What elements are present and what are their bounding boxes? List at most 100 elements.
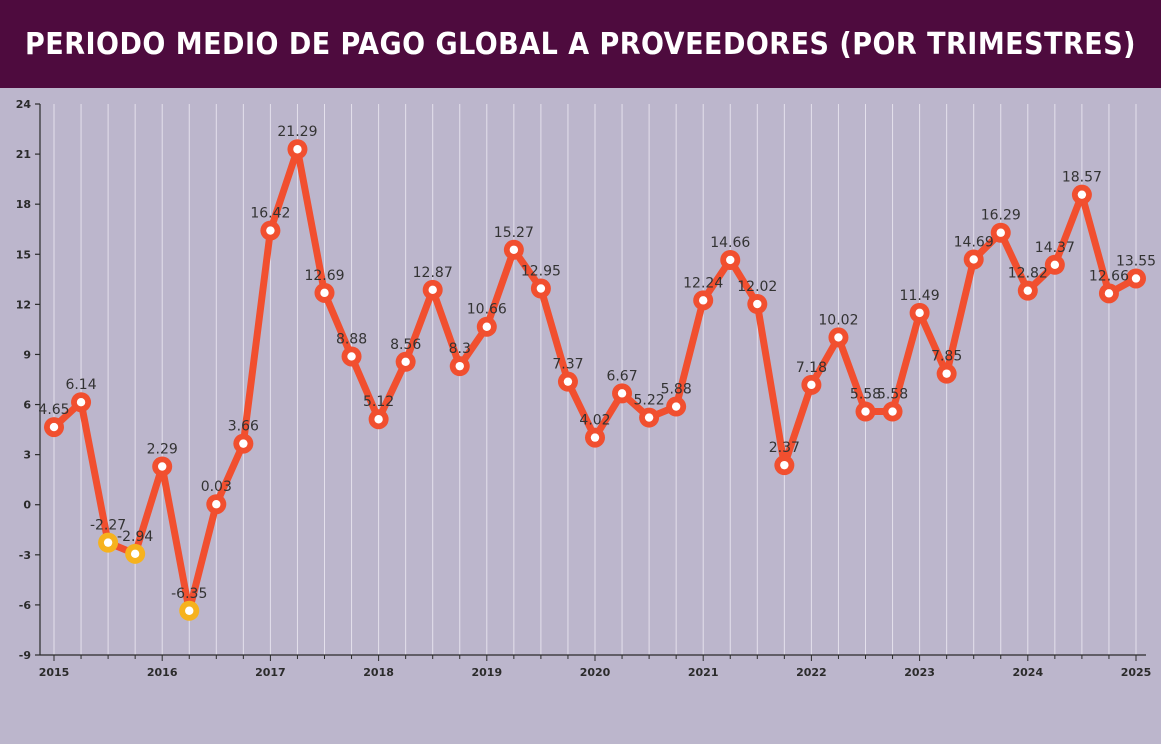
data-point-center bbox=[671, 402, 681, 411]
data-label: 7.18 bbox=[796, 360, 827, 376]
data-point-center bbox=[699, 296, 708, 305]
data-point-center bbox=[239, 439, 248, 448]
data-point-center bbox=[320, 288, 329, 298]
data-label: 7.85 bbox=[931, 349, 962, 365]
data-point-center bbox=[455, 361, 464, 371]
data-label: 5.12 bbox=[363, 394, 394, 410]
data-label: -2.27 bbox=[90, 518, 126, 534]
x-tick-label: 2022 bbox=[796, 666, 827, 679]
data-label: 12.02 bbox=[737, 279, 777, 295]
y-tick-label: 9 bbox=[23, 348, 31, 361]
y-tick-label: 15 bbox=[16, 248, 31, 261]
data-point-center bbox=[536, 284, 546, 293]
data-point-center bbox=[347, 352, 356, 361]
x-tick-label: 2023 bbox=[904, 666, 935, 679]
data-label: 16.29 bbox=[981, 208, 1021, 224]
data-point-center bbox=[293, 145, 302, 154]
data-label: 4.65 bbox=[38, 402, 69, 418]
data-label: 6.14 bbox=[65, 377, 96, 393]
data-point-center bbox=[807, 380, 816, 390]
data-label: 4.02 bbox=[579, 413, 610, 429]
data-label: 2.29 bbox=[147, 441, 178, 457]
data-label: 5.58 bbox=[850, 387, 881, 403]
x-tick-label: 2025 bbox=[1121, 666, 1152, 679]
data-point-center bbox=[753, 299, 762, 309]
data-point-center bbox=[617, 389, 627, 398]
data-point-center bbox=[644, 413, 654, 422]
data-label: 12.87 bbox=[413, 265, 453, 281]
x-tick-label: 2017 bbox=[255, 666, 286, 679]
data-point-center bbox=[942, 369, 951, 378]
y-tick-label: -9 bbox=[19, 649, 31, 662]
data-label: 13.55 bbox=[1116, 253, 1156, 269]
data-point-center bbox=[915, 308, 924, 318]
data-label: 12.82 bbox=[1008, 266, 1048, 282]
data-label: 12.24 bbox=[683, 275, 723, 291]
data-label: 10.66 bbox=[467, 302, 507, 318]
y-tick-label: 6 bbox=[23, 399, 31, 412]
data-label: 5.88 bbox=[661, 382, 692, 398]
data-point-center bbox=[834, 333, 843, 342]
data-label: -6.35 bbox=[171, 586, 207, 602]
data-label: 8.3 bbox=[449, 341, 471, 357]
data-point-center bbox=[1131, 274, 1141, 283]
chart-header: PERIODO MEDIO DE PAGO GLOBAL A PROVEEDOR… bbox=[0, 0, 1161, 88]
data-label: 21.29 bbox=[277, 124, 317, 140]
data-label: 15.27 bbox=[494, 225, 534, 241]
data-point-center bbox=[1077, 190, 1087, 199]
x-tick-label: 2019 bbox=[471, 666, 502, 679]
y-tick-label: 24 bbox=[16, 98, 32, 111]
data-point-center bbox=[130, 549, 140, 559]
data-label: 12.66 bbox=[1089, 268, 1129, 284]
grid-layer bbox=[53, 104, 1137, 655]
data-label: 5.58 bbox=[877, 387, 908, 403]
data-label: 10.02 bbox=[818, 312, 858, 328]
chart-area: -9 -6 -3 0 3 6 9 12 15 18 21 24 2015 2016 2017 2018 2019… bbox=[0, 88, 1161, 740]
data-label: 14.66 bbox=[710, 235, 750, 251]
y-tick-label: -3 bbox=[19, 549, 31, 562]
y-tick-label: 21 bbox=[16, 148, 31, 161]
data-label: 3.66 bbox=[228, 419, 259, 435]
data-point-center bbox=[861, 407, 870, 416]
data-label: 14.69 bbox=[954, 234, 994, 250]
data-point-center bbox=[780, 460, 789, 470]
y-tick-label: 12 bbox=[16, 298, 31, 311]
x-tick-label: 2024 bbox=[1012, 666, 1043, 679]
line-chart: -9 -6 -3 0 3 6 9 12 15 18 21 24 2015 2016 2017 2018 2019… bbox=[16, 98, 1156, 679]
data-label: 8.88 bbox=[336, 331, 367, 347]
data-label: 0.03 bbox=[201, 479, 232, 495]
x-tick-label: 2021 bbox=[688, 666, 719, 679]
data-point-center bbox=[1023, 286, 1032, 295]
data-point-center bbox=[969, 255, 978, 264]
data-point-center bbox=[266, 226, 275, 235]
data-label: 14.37 bbox=[1035, 240, 1075, 256]
data-point-center bbox=[49, 422, 59, 432]
x-tick-label: 2018 bbox=[363, 666, 394, 679]
data-label: 2.37 bbox=[769, 440, 800, 456]
data-point-center bbox=[726, 255, 735, 265]
data-label: 16.42 bbox=[250, 206, 290, 222]
data-label: 5.22 bbox=[634, 393, 665, 409]
data-label: -2.94 bbox=[117, 529, 153, 545]
data-label: 18.57 bbox=[1062, 170, 1102, 186]
data-label: 12.95 bbox=[521, 264, 561, 280]
data-label: 11.49 bbox=[900, 288, 940, 304]
data-point-center bbox=[482, 322, 491, 331]
data-point-center bbox=[76, 398, 86, 407]
data-point-center bbox=[103, 538, 113, 547]
data-label: 12.69 bbox=[304, 268, 344, 284]
data-point-center bbox=[888, 407, 897, 416]
x-tick-label: 2020 bbox=[580, 666, 611, 679]
label-layer: 4.65 6.14 -2.27-2.94 2.29 -6.35 0.03 3.66 16.42… bbox=[38, 124, 1156, 602]
y-tick-label: 3 bbox=[23, 449, 31, 462]
data-point-center bbox=[563, 377, 573, 386]
data-point-center bbox=[374, 415, 383, 424]
data-point-center bbox=[401, 357, 410, 367]
data-point-center bbox=[1050, 260, 1060, 269]
data-label: 7.37 bbox=[552, 357, 583, 373]
data-point-center bbox=[1104, 289, 1114, 298]
data-point-center bbox=[212, 500, 221, 509]
x-tick-label: 2016 bbox=[147, 666, 178, 679]
axis-layer: -9 -6 -3 0 3 6 9 12 15 18 21 24 2015 2016 2017 2018 2019… bbox=[16, 98, 1152, 679]
data-label: 6.67 bbox=[606, 368, 637, 384]
